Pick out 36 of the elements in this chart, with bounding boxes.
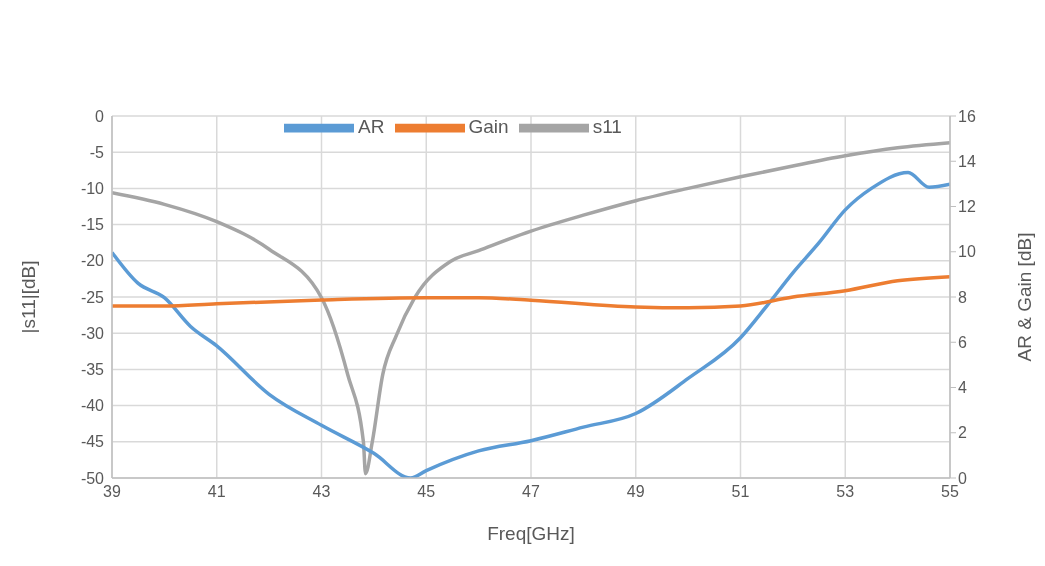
x-tick-label: 51 (731, 483, 750, 501)
x-axis-title: Freq[GHz] (487, 523, 575, 544)
y2-tick-label: 6 (958, 333, 967, 351)
x-tick-label: 53 (836, 483, 855, 501)
y-tick-label: -10 (80, 180, 105, 198)
y-axis-title: |s11|[dB] (17, 260, 39, 334)
x-tick-label: 39 (103, 483, 121, 501)
legend-label: Gain (468, 116, 509, 138)
y2-tick-label: 14 (958, 152, 976, 170)
line-series (112, 274, 950, 310)
x-tick-label: 45 (417, 483, 436, 501)
legend-label: AR (358, 116, 385, 138)
y-tick-label: -30 (80, 324, 105, 342)
y2-axis-title: AR & Gain [dB] (1013, 232, 1035, 362)
y-tick-label: -50 (80, 469, 105, 487)
y2-tick-label: 12 (958, 198, 976, 216)
y-tick-label: -5 (89, 143, 105, 161)
y-tick-label: -45 (80, 433, 105, 451)
y-tick-label: -40 (80, 397, 105, 415)
legend-label: s11 (592, 116, 622, 138)
y2-tick-label: 0 (958, 469, 967, 487)
y2-tick-label: 8 (958, 288, 967, 306)
y2-tick-label: 16 (958, 107, 976, 125)
y2-tick-label: 4 (958, 379, 967, 397)
y-tick-label: -20 (80, 252, 105, 270)
x-tick-label: 55 (941, 483, 959, 501)
y-tick-label: -25 (80, 288, 105, 306)
y-tick-label: -15 (80, 216, 105, 234)
y-tick-label: 0 (95, 107, 105, 125)
x-tick-label: 49 (626, 483, 645, 501)
y2-tick-label: 2 (958, 424, 967, 442)
y2-tick-label: 10 (958, 243, 976, 261)
y-tick-label: -35 (80, 361, 105, 379)
x-tick-label: 47 (522, 483, 540, 501)
x-tick-label: 43 (312, 483, 331, 501)
x-tick-label: 41 (207, 483, 226, 501)
